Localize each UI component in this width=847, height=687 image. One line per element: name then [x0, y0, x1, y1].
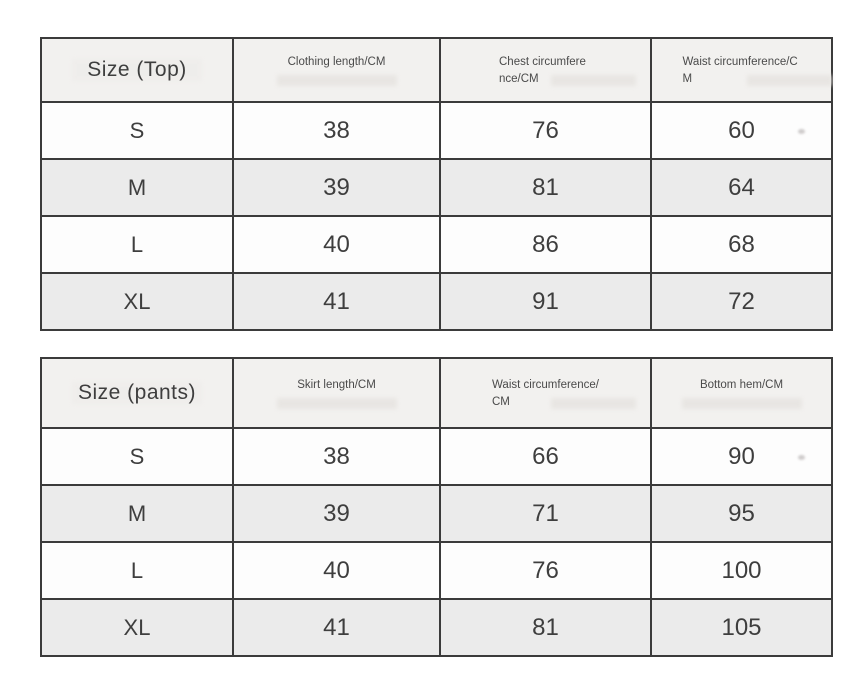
table-title: Size (pants) — [77, 381, 197, 404]
value-cell: 72 — [650, 272, 833, 331]
value-cell: 60 — [650, 101, 833, 160]
watermark-smudge — [72, 59, 202, 81]
value-cell: 90 — [650, 427, 833, 486]
table-row: L 40 86 68 — [40, 215, 833, 274]
value-cell: 91 — [439, 272, 652, 331]
table-row: XL 41 91 72 — [40, 272, 833, 331]
header-cell-size-top: Size (Top) — [40, 37, 234, 103]
table-row: L 40 76 100 — [40, 541, 833, 600]
header-cell-chest-circumference: Chest circumference/CM — [439, 37, 652, 103]
column-header-label: Waist circumference/CM — [682, 56, 798, 85]
table-row: XL 41 81 105 — [40, 598, 833, 657]
header-cell-size-pants: Size (pants) — [40, 357, 234, 429]
table-row: M 39 81 64 — [40, 158, 833, 217]
column-header-label: Skirt length/CM — [297, 378, 376, 391]
size-cell: M — [40, 158, 234, 217]
value-cell: 40 — [232, 541, 441, 600]
value-cell: 68 — [650, 215, 833, 274]
value-cell: 105 — [650, 598, 833, 657]
watermark-smudge — [551, 74, 636, 86]
size-cell: L — [40, 541, 234, 600]
header-cell-clothing-length: Clothing length/CM — [232, 37, 441, 103]
watermark-smudge — [681, 398, 802, 410]
watermark-smudge — [276, 75, 397, 87]
size-cell: L — [40, 215, 234, 274]
value-cell: 64 — [650, 158, 833, 217]
value-cell: 86 — [439, 215, 652, 274]
value-cell: 71 — [439, 484, 652, 543]
value-cell: 76 — [439, 101, 652, 160]
watermark-smudge — [551, 397, 636, 409]
size-cell: S — [40, 101, 234, 160]
table-header-row: Size (pants) Skirt length/CM Waist circu… — [40, 357, 833, 429]
table-header-row: Size (Top) Clothing length/CM Chest circ… — [40, 37, 833, 103]
column-header-label: Clothing length/CM — [287, 55, 386, 68]
artifact-dot — [798, 454, 805, 460]
value-cell: 41 — [232, 272, 441, 331]
value-cell: 41 — [232, 598, 441, 657]
header-cell-waist-circumference: Waist circumference/CM — [650, 37, 833, 103]
size-table-pants: Size (pants) Skirt length/CM Waist circu… — [40, 357, 833, 657]
table-row: M 39 71 95 — [40, 484, 833, 543]
column-header-label: Chest circumference/CM — [499, 56, 586, 85]
column-header-label: Bottom hem/CM — [699, 378, 784, 391]
value-cell: 39 — [232, 484, 441, 543]
table-title: Size (Top) — [87, 58, 187, 81]
watermark-smudge — [72, 382, 202, 404]
value-cell: 39 — [232, 158, 441, 217]
column-header-label: Waist circumference/CM — [492, 379, 599, 408]
value-cell: 100 — [650, 541, 833, 600]
size-cell: XL — [40, 272, 234, 331]
size-cell: M — [40, 484, 234, 543]
value-cell: 81 — [439, 158, 652, 217]
value-cell: 76 — [439, 541, 652, 600]
value-cell: 38 — [232, 427, 441, 486]
size-cell: S — [40, 427, 234, 486]
value-cell: 81 — [439, 598, 652, 657]
watermark-smudge — [747, 74, 832, 86]
value-cell: 38 — [232, 101, 441, 160]
size-table-top: Size (Top) Clothing length/CM Chest circ… — [40, 37, 833, 331]
value-cell: 40 — [232, 215, 441, 274]
size-cell: XL — [40, 598, 234, 657]
header-cell-waist-circumference: Waist circumference/CM — [439, 357, 652, 429]
table-row: S 38 66 90 — [40, 427, 833, 486]
value-cell: 95 — [650, 484, 833, 543]
artifact-dot — [798, 128, 805, 134]
watermark-smudge — [276, 398, 397, 410]
value-cell: 66 — [439, 427, 652, 486]
table-row: S 38 76 60 — [40, 101, 833, 160]
header-cell-skirt-length: Skirt length/CM — [232, 357, 441, 429]
header-cell-bottom-hem: Bottom hem/CM — [650, 357, 833, 429]
